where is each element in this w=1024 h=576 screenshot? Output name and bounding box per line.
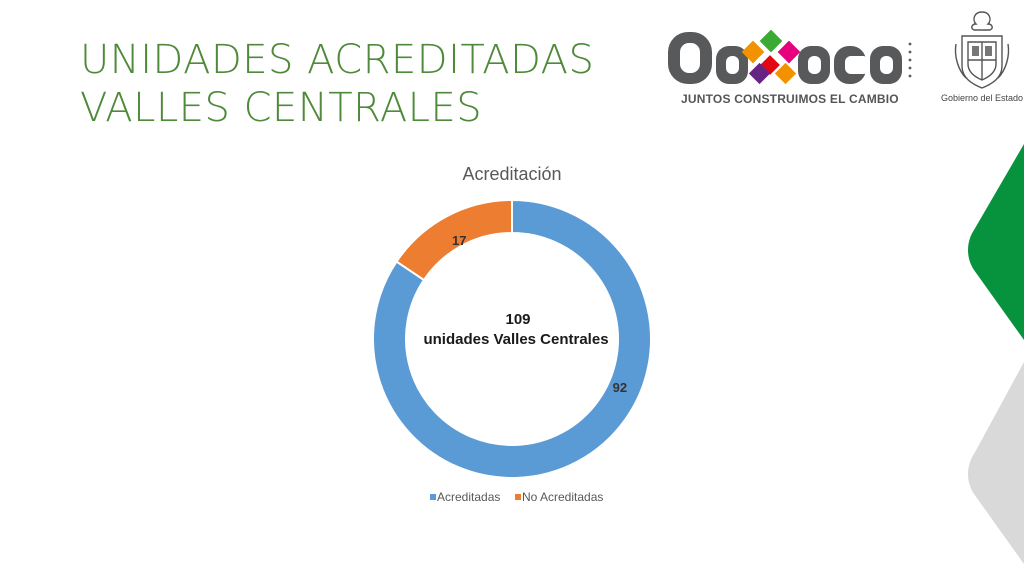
- slice-acreditadas: [372, 198, 652, 479]
- legend-swatch-acreditadas: [430, 494, 436, 500]
- center-text: unidades Valles Centrales: [423, 331, 608, 348]
- legend-label-acreditadas: Acreditadas: [437, 490, 500, 504]
- grey-chevron-shape: [968, 362, 1024, 564]
- center-value: 109: [505, 311, 530, 328]
- oaxaca-logo: JUNTOS CONSTRUIMOS EL CAMBIO Gobierno de…: [664, 11, 1024, 114]
- legend-label-no-acreditadas: No Acreditadas: [522, 490, 603, 504]
- page-title: UNIDADES ACREDITADAS VALLES CENTRALES: [80, 36, 594, 132]
- slice-no-acreditadas: [395, 198, 513, 282]
- chart-title: Acreditación: [462, 164, 561, 184]
- data-label-acreditadas: 92: [613, 380, 627, 395]
- state-seal-icon: [954, 11, 1010, 89]
- page-title-line-1: UNIDADES ACREDITADAS: [80, 37, 595, 83]
- legend-swatch-no-acreditadas: [515, 494, 521, 500]
- gov-label: Gobierno del Estado: [941, 93, 1024, 103]
- data-label-no-acreditadas: 17: [452, 233, 466, 248]
- green-chevron-shape: [968, 144, 1024, 340]
- chart-slices: [372, 198, 652, 479]
- page-title-line-2: VALLES CENTRALES: [80, 85, 483, 131]
- logo-tagline: JUNTOS CONSTRUIMOS EL CAMBIO: [681, 92, 899, 106]
- decorative-side-shapes: [968, 144, 1024, 564]
- oaxaca-wordmark-logo: [668, 29, 912, 85]
- chart-legend: Acreditadas No Acreditadas: [430, 490, 603, 504]
- chart-data-labels: 92 17: [452, 233, 627, 395]
